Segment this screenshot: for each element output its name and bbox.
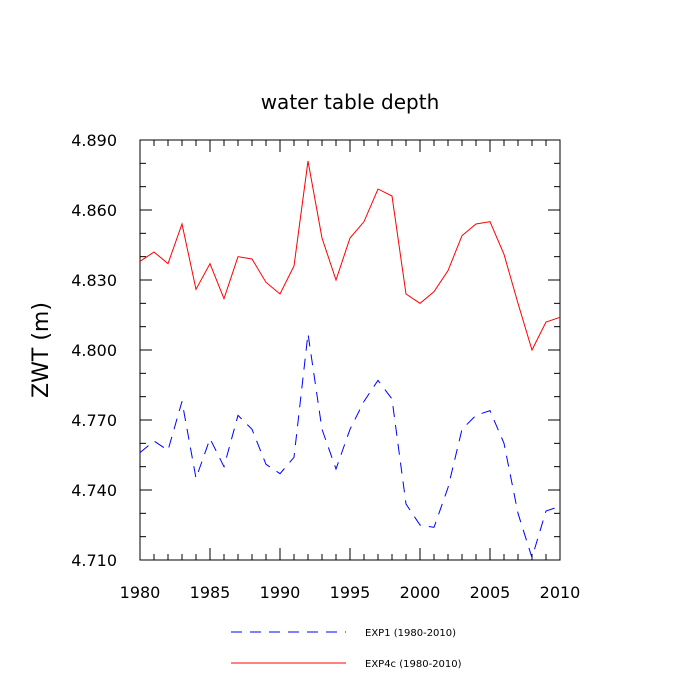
- legend: EXP1 (1980-2010) EXP4c (1980-2010): [231, 628, 462, 670]
- plot-frame: [139, 139, 561, 561]
- legend-label: EXP4c (1980-2010): [365, 659, 462, 670]
- y-tick-label: 4.740: [71, 481, 117, 500]
- legend-label: EXP1 (1980-2010): [365, 628, 456, 639]
- x-tick-label: 1985: [190, 583, 231, 602]
- y-tick-label: 4.860: [71, 201, 117, 220]
- tick-labels: 1980 1985 1990 1995 2000 2005 2010 4.710 4.740 4.…: [71, 131, 580, 602]
- y-tick-label: 4.890: [71, 131, 117, 150]
- exp4c-series-line: [139, 160, 561, 352]
- series-lines: [139, 160, 561, 560]
- y-tick-label: 4.830: [71, 271, 117, 290]
- exp1-series-line: [139, 333, 561, 560]
- y-tick-label: 4.770: [71, 411, 117, 430]
- x-tick-label: 1990: [260, 583, 301, 602]
- y-tick-label: 4.800: [71, 341, 117, 360]
- x-tick-label: 1995: [330, 583, 371, 602]
- x-tick-label: 2010: [540, 583, 581, 602]
- y-axis-label: ZWT (m): [29, 302, 54, 398]
- y-tick-label: 4.710: [71, 551, 117, 570]
- chart-title: water table depth: [261, 90, 440, 114]
- x-tick-label: 2005: [470, 583, 511, 602]
- x-tick-label: 2000: [400, 583, 441, 602]
- x-tick-label: 1980: [120, 583, 161, 602]
- axis-ticks: [139, 139, 561, 561]
